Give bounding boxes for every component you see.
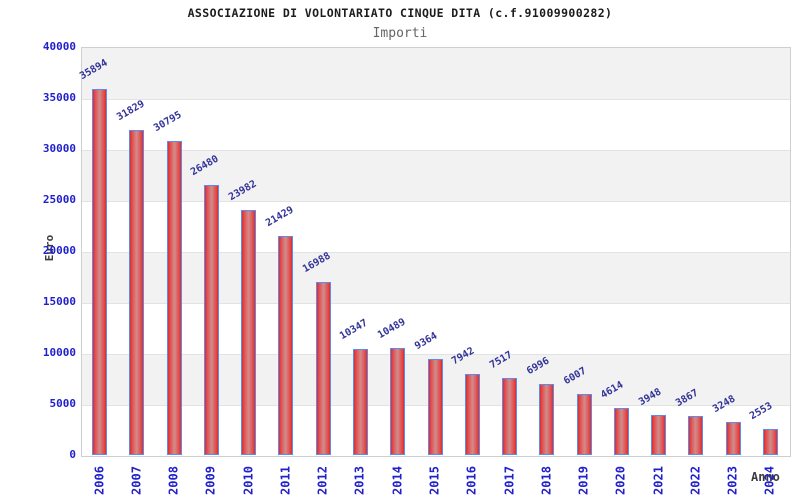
- x-tick-label: 2012: [315, 466, 330, 495]
- x-tick-label: 2013: [352, 466, 367, 495]
- bar: [129, 130, 144, 455]
- gridline: [82, 252, 790, 253]
- gridline: [82, 201, 790, 202]
- x-tick-label: 2014: [390, 466, 405, 495]
- y-tick-label: 25000: [42, 193, 76, 206]
- bar: [167, 141, 182, 455]
- chart-title: ASSOCIAZIONE DI VOLONTARIATO CINQUE DITA…: [187, 6, 613, 20]
- bar: [204, 185, 219, 455]
- bar: [539, 384, 554, 455]
- bar: [278, 236, 293, 455]
- bar: [688, 416, 703, 455]
- x-tick-label: 2015: [427, 466, 442, 495]
- x-tick-label: 2024: [762, 466, 777, 495]
- x-tick-label: 2021: [651, 466, 666, 495]
- y-tick-label: 30000: [42, 142, 76, 155]
- gridline: [82, 150, 790, 151]
- x-tick-label: 2010: [241, 466, 256, 495]
- y-tick-label: 0: [69, 448, 76, 461]
- x-tick-label: 2020: [613, 466, 628, 495]
- bar: [353, 349, 368, 455]
- y-tick-label: 5000: [49, 397, 77, 410]
- y-tick-label: 10000: [42, 346, 76, 359]
- x-tick-label: 2007: [129, 466, 144, 495]
- bar: [465, 374, 480, 455]
- x-tick-label: 2017: [502, 466, 517, 495]
- bar: [241, 210, 256, 455]
- bar: [763, 429, 778, 455]
- gridline: [82, 303, 790, 304]
- bar: [316, 282, 331, 455]
- x-tick-label: 2009: [203, 466, 218, 495]
- y-tick-label: 40000: [42, 40, 76, 53]
- bar: [428, 359, 443, 455]
- x-tick-label: 2006: [92, 466, 107, 495]
- bar: [390, 348, 405, 455]
- gridline: [82, 99, 790, 100]
- x-axis-title: Anno: [751, 470, 780, 484]
- bar: [651, 415, 666, 455]
- bar: [614, 408, 629, 455]
- bar: [502, 378, 517, 455]
- x-tick-label: 2008: [166, 466, 181, 495]
- y-tick-label: 35000: [42, 91, 76, 104]
- x-tick-label: 2011: [278, 466, 293, 495]
- x-tick-label: 2022: [688, 466, 703, 495]
- chart-subtitle: Importi: [372, 26, 428, 41]
- bar: [726, 422, 741, 455]
- bar: [577, 394, 592, 455]
- gridline: [82, 354, 790, 355]
- y-tick-label: 15000: [42, 295, 76, 308]
- y-tick-label: 20000: [42, 244, 76, 257]
- x-tick-label: 2016: [464, 466, 479, 495]
- x-tick-label: 2023: [725, 466, 740, 495]
- bar: [92, 89, 107, 455]
- x-tick-label: 2018: [539, 466, 554, 495]
- x-tick-label: 2019: [576, 466, 591, 495]
